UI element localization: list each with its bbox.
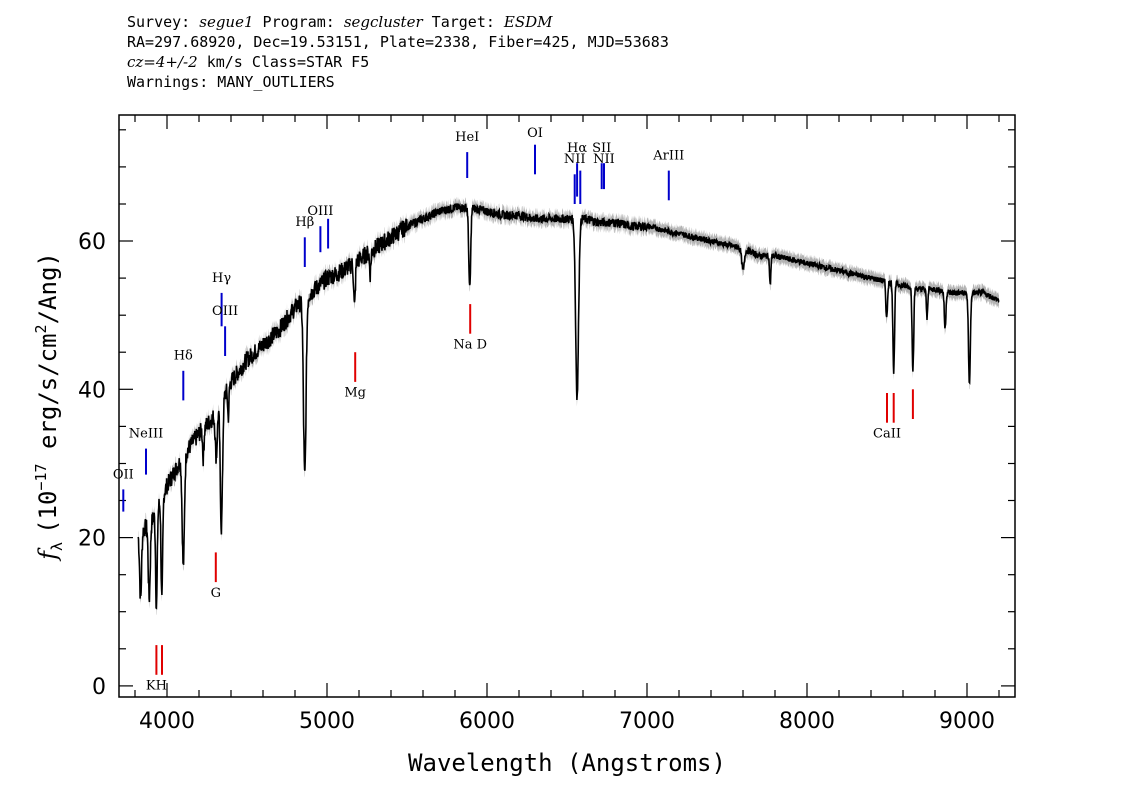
- y-label-exp2: 2: [32, 324, 50, 333]
- emission-line-label: OIII: [307, 204, 333, 219]
- x-tick-label: 7000: [619, 709, 675, 734]
- class-value: km/s Class=STAR F5: [206, 53, 370, 71]
- y-label-exp1: −17: [32, 463, 50, 490]
- emission-line-label: Hδ: [174, 349, 193, 364]
- x-tick-label: 4000: [139, 709, 195, 734]
- emission-line-label: OIII: [212, 304, 238, 319]
- y-tick-label: 0: [92, 675, 106, 700]
- header-line-warnings: Warnings: MANY_OUTLIERS: [127, 73, 335, 91]
- emission-line-label: Hγ: [212, 271, 231, 286]
- emission-line-label: Hβ: [295, 215, 314, 230]
- emission-line-label: SII: [592, 141, 611, 156]
- spectrum-header: Survey: segue1 Program: segcluster Targe…: [127, 12, 669, 92]
- y-tick-label: 40: [78, 378, 106, 403]
- header-line-survey: Survey: segue1 Program: segcluster Targe…: [127, 12, 669, 32]
- survey-label: Survey:: [127, 13, 191, 31]
- error-band-group: [138, 196, 999, 615]
- survey-value: segue1: [199, 13, 254, 31]
- x-tick-label: 5000: [299, 709, 355, 734]
- y-axis-label: fλ(10−17 erg/s/cm2/Ang): [32, 252, 66, 562]
- spectrum-group: [137, 202, 1000, 610]
- emission-line-label: NII: [593, 152, 615, 167]
- program-label: Program:: [262, 13, 335, 31]
- emission-line-label: NII: [564, 152, 586, 167]
- axis-ticks: 4000 5000 6000 7000 8000 9000 0 20 40 60: [78, 115, 1015, 734]
- absorption-line-label: Na D: [453, 338, 487, 353]
- emission-line-label: HeI: [455, 130, 479, 145]
- y-label-mid: erg/s/cm: [34, 333, 62, 463]
- target-label: Target:: [431, 13, 495, 31]
- spectrum-line: [137, 202, 1000, 610]
- x-tick-label: 9000: [939, 709, 995, 734]
- y-tick-label: 60: [78, 230, 106, 255]
- target-value: ESDM: [503, 13, 553, 31]
- y-tick-label: 20: [78, 527, 106, 552]
- program-value: segcluster: [343, 13, 423, 31]
- x-axis-label: Wavelength (Angstroms): [408, 749, 726, 777]
- plot-frame: [118, 114, 1016, 698]
- emission-line-label: OI: [527, 126, 543, 141]
- absorption-line-label: CaII: [873, 427, 901, 442]
- emission-line-label: Hα: [567, 141, 587, 156]
- emission-line-label: OII: [113, 467, 134, 482]
- error-band: [138, 196, 999, 615]
- header-line-coordinates: RA=297.68920, Dec=19.53151, Plate=2338, …: [127, 33, 669, 51]
- header-line-redshift: cz=4+/-2 km/s Class=STAR F5: [127, 52, 669, 72]
- absorption-line-label: G: [211, 586, 221, 601]
- emission-line-label: ArIII: [652, 149, 684, 164]
- absorption-line-label: Mg: [344, 386, 366, 401]
- cz-value: cz=4+/-2: [127, 53, 198, 71]
- x-tick-label: 8000: [779, 709, 835, 734]
- y-label-post: /Ang): [34, 252, 62, 324]
- x-tick-label: 6000: [459, 709, 515, 734]
- y-label-pre: (10: [34, 491, 62, 534]
- emission-line-label: NeIII: [129, 427, 163, 442]
- absorption-line-label: KH: [146, 679, 167, 694]
- y-label-sub: λ: [48, 542, 66, 551]
